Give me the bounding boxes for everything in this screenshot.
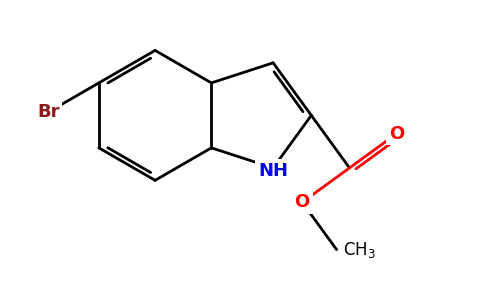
Text: Br: Br — [37, 103, 60, 121]
Text: NH: NH — [258, 162, 288, 180]
Text: O: O — [295, 193, 310, 211]
Text: CH$_3$: CH$_3$ — [343, 240, 376, 260]
Text: O: O — [389, 124, 405, 142]
